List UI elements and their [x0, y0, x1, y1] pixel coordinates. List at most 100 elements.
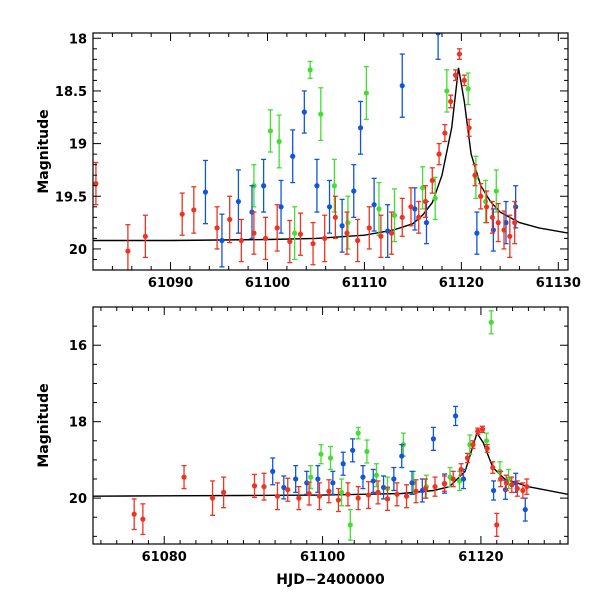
data-point-red — [452, 69, 459, 82]
data-point-marker — [293, 476, 299, 482]
data-point-marker — [251, 230, 257, 236]
data-point-red — [432, 476, 438, 497]
data-point-marker — [413, 488, 419, 494]
data-point-marker — [214, 225, 220, 231]
data-point-marker — [276, 138, 282, 145]
data-point-marker — [450, 476, 456, 482]
data-point-marker — [355, 237, 361, 244]
data-point-marker — [221, 489, 227, 495]
series-red — [131, 425, 530, 538]
data-point-marker — [306, 490, 312, 497]
data-point-red — [366, 206, 372, 250]
data-point-marker — [520, 487, 526, 494]
data-point-marker — [209, 495, 216, 501]
data-point-red — [479, 425, 486, 434]
data-point-red — [466, 118, 472, 137]
y-tick-label: 16 — [69, 339, 87, 354]
data-point-green — [338, 478, 345, 507]
data-point-marker — [432, 484, 438, 490]
data-point-red — [484, 443, 490, 453]
data-point-blue — [490, 480, 497, 501]
data-point-marker — [474, 230, 480, 236]
data-point-marker — [332, 214, 338, 220]
data-point-marker — [179, 211, 185, 217]
data-point-marker — [498, 476, 504, 482]
data-point-green — [364, 439, 370, 464]
data-point-marker — [376, 206, 382, 212]
data-point-marker — [357, 125, 364, 131]
x-tick-label: 61110 — [342, 276, 387, 291]
data-point-marker — [316, 493, 323, 499]
data-point-red — [458, 463, 464, 476]
data-point-red — [365, 481, 372, 510]
data-point-red — [322, 214, 328, 263]
data-point-marker — [366, 225, 372, 231]
data-point-blue — [522, 497, 528, 522]
data-point-red — [495, 202, 501, 243]
data-point-red — [408, 187, 414, 227]
data-point-marker — [274, 225, 280, 231]
data-point-blue — [270, 457, 276, 486]
data-point-marker — [355, 495, 361, 501]
data-point-marker — [364, 448, 370, 455]
data-point-marker — [296, 495, 302, 501]
data-point-green — [347, 508, 353, 541]
data-point-marker — [495, 220, 501, 226]
plot-area — [93, 33, 568, 270]
series-green — [251, 60, 499, 261]
data-point-marker — [432, 195, 438, 201]
data-point-green — [355, 426, 361, 440]
data-point-marker — [125, 248, 131, 254]
data-point-red — [483, 190, 490, 224]
data-point-blue — [340, 451, 346, 476]
data-point-marker — [489, 214, 495, 220]
data-point-red — [399, 197, 405, 237]
data-point-marker — [452, 413, 459, 419]
y-axis-title: Magnitude — [36, 383, 52, 467]
data-point-green — [318, 443, 324, 465]
data-point-red — [470, 440, 476, 450]
data-point-marker — [494, 522, 500, 528]
data-point-marker — [363, 90, 369, 96]
data-point-red — [422, 478, 429, 499]
data-point-red — [326, 479, 332, 504]
data-point-red — [355, 486, 361, 511]
data-point-marker — [403, 493, 410, 499]
data-point-red — [344, 211, 350, 255]
data-point-red — [287, 219, 293, 264]
data-point-marker — [202, 189, 209, 195]
data-point-green — [444, 69, 450, 113]
data-point-marker — [281, 484, 287, 491]
data-point-marker — [318, 451, 324, 457]
data-point-red — [191, 186, 197, 234]
data-point-marker — [394, 491, 400, 497]
top-light-curve-panel: 61090 61100 61110 61120 61130 18 18.5 19 19.5 20 M… — [36, 32, 581, 291]
data-point-green — [391, 188, 398, 243]
bottom-light-curve-panel: 61080 61100 61120 16 18 20 Magnitude HJD−240000… — [36, 306, 569, 588]
y-tick-label: 18.5 — [55, 85, 87, 100]
data-point-blue — [409, 470, 415, 495]
data-point-red — [498, 470, 504, 488]
data-point-marker — [327, 455, 334, 461]
data-point-marker — [344, 230, 350, 236]
data-point-green — [292, 206, 298, 261]
data-point-red — [93, 161, 99, 206]
data-point-marker — [501, 227, 507, 233]
data-point-blue — [399, 443, 405, 469]
data-point-marker — [330, 480, 336, 486]
data-point-red — [125, 224, 131, 270]
data-point-blue — [293, 464, 299, 494]
data-point-red — [490, 461, 496, 474]
data-point-blue — [391, 466, 397, 492]
data-point-marker — [478, 193, 484, 199]
data-point-blue — [423, 200, 430, 245]
data-point-marker — [475, 428, 481, 434]
data-point-red — [335, 487, 342, 513]
data-point-red — [442, 123, 448, 143]
data-point-marker — [331, 183, 337, 189]
data-point-red — [355, 218, 361, 263]
data-point-marker — [444, 88, 450, 94]
data-point-marker — [378, 233, 384, 239]
data-point-marker — [365, 492, 372, 498]
data-point-green — [331, 158, 337, 213]
